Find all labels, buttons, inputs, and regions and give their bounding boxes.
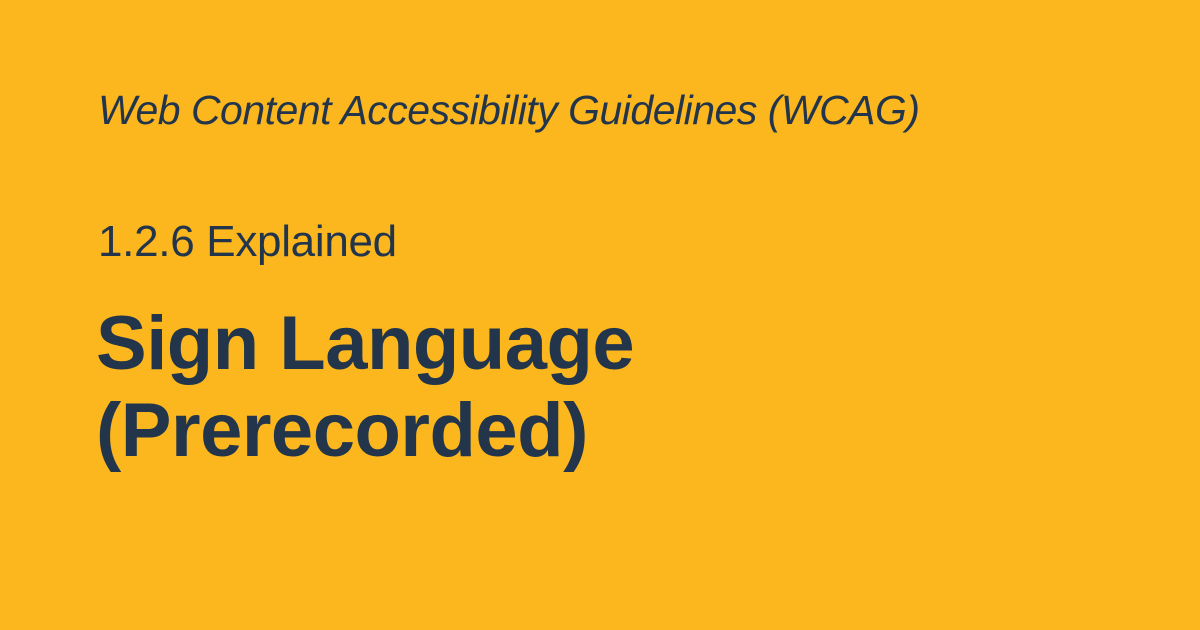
title-line: (Prerecorded) [96,388,588,473]
eyebrow-text: Web Content Accessibility Guidelines (WC… [98,87,920,133]
criterion-subtitle: 1.2.6 Explained [98,217,397,266]
title-line: Sign Language [96,301,635,386]
page-title: Sign Language (Prerecorded) [96,300,635,474]
